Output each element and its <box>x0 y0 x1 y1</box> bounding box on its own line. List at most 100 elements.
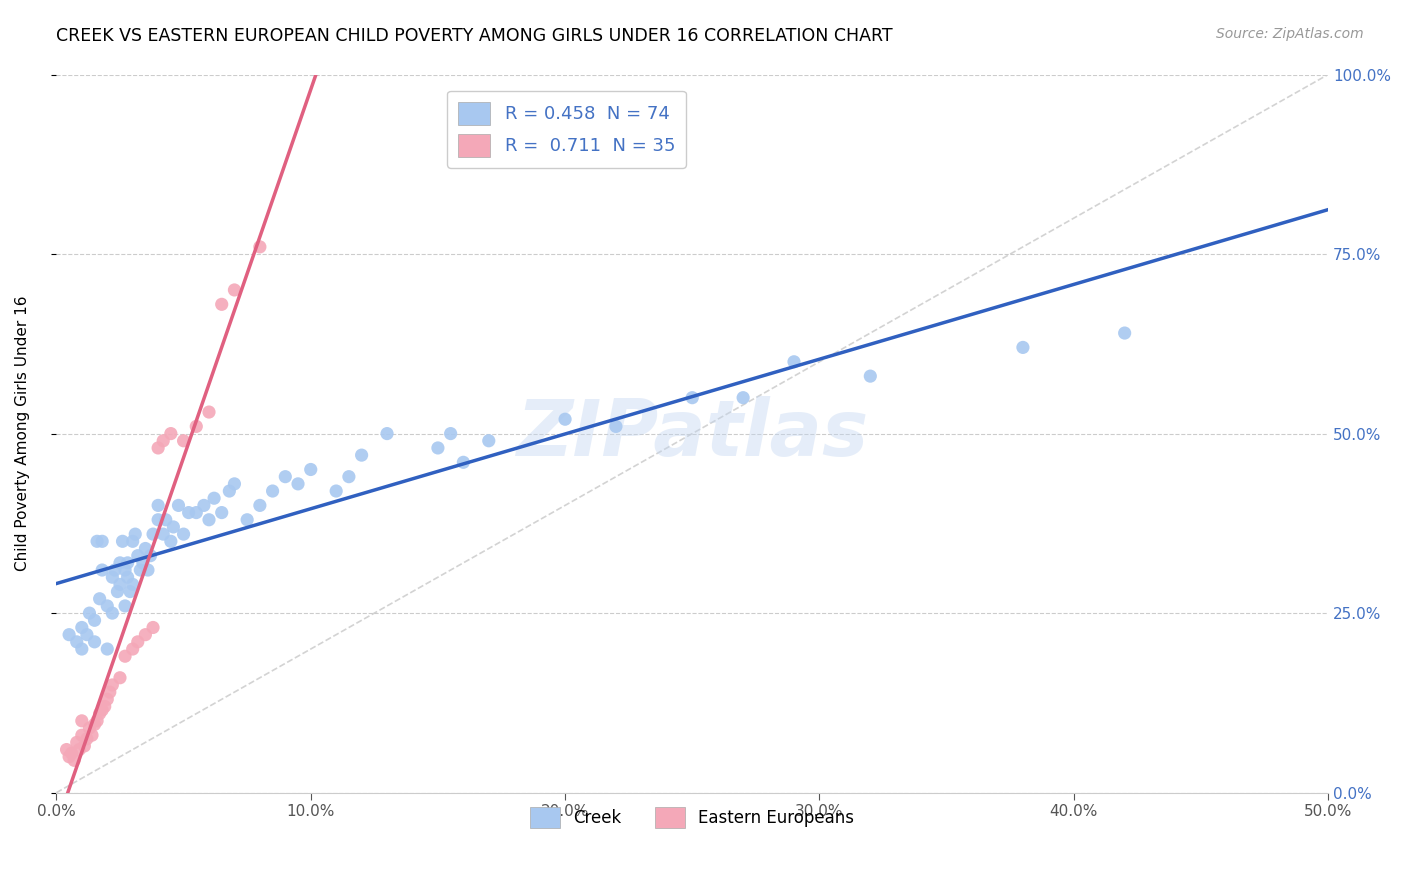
Point <box>605 419 627 434</box>
Point <box>152 527 174 541</box>
Point <box>152 434 174 448</box>
Point <box>111 534 134 549</box>
Point <box>73 739 96 753</box>
Point <box>108 556 131 570</box>
Point <box>224 283 246 297</box>
Point <box>198 513 221 527</box>
Point <box>554 412 576 426</box>
Point <box>142 620 165 634</box>
Point <box>155 513 177 527</box>
Point <box>101 570 124 584</box>
Text: ZIPatlas: ZIPatlas <box>516 395 869 472</box>
Point <box>426 441 449 455</box>
Legend: Creek, Eastern Europeans: Creek, Eastern Europeans <box>523 800 860 835</box>
Point <box>58 749 80 764</box>
Point <box>70 642 93 657</box>
Point <box>127 549 149 563</box>
Y-axis label: Child Poverty Among Girls Under 16: Child Poverty Among Girls Under 16 <box>15 296 30 572</box>
Point <box>236 513 259 527</box>
Point <box>93 699 115 714</box>
Point <box>733 391 755 405</box>
Point <box>681 391 703 405</box>
Point <box>121 577 143 591</box>
Point <box>96 642 118 657</box>
Point <box>129 563 152 577</box>
Point <box>162 520 184 534</box>
Point <box>114 563 136 577</box>
Point <box>146 499 169 513</box>
Point <box>91 534 114 549</box>
Point <box>453 455 475 469</box>
Point <box>173 434 195 448</box>
Text: CREEK VS EASTERN EUROPEAN CHILD POVERTY AMONG GIRLS UNDER 16 CORRELATION CHART: CREEK VS EASTERN EUROPEAN CHILD POVERTY … <box>56 27 893 45</box>
Point <box>218 483 240 498</box>
Point <box>202 491 225 506</box>
Point <box>139 549 162 563</box>
Point <box>58 628 80 642</box>
Point <box>70 620 93 634</box>
Point <box>83 613 105 627</box>
Point <box>198 405 221 419</box>
Point <box>859 369 882 384</box>
Point <box>440 426 463 441</box>
Point <box>86 714 108 728</box>
Point <box>66 635 89 649</box>
Point <box>167 499 190 513</box>
Point <box>107 584 129 599</box>
Point <box>79 606 101 620</box>
Point <box>262 483 284 498</box>
Point <box>89 591 111 606</box>
Point <box>108 671 131 685</box>
Point <box>101 678 124 692</box>
Point <box>55 742 77 756</box>
Point <box>67 742 90 756</box>
Point <box>132 556 155 570</box>
Point <box>89 706 111 721</box>
Point <box>83 717 105 731</box>
Point <box>76 731 98 746</box>
Point <box>478 434 501 448</box>
Point <box>211 297 233 311</box>
Point <box>274 469 297 483</box>
Point <box>177 506 200 520</box>
Point <box>193 499 215 513</box>
Point <box>783 355 806 369</box>
Point <box>101 606 124 620</box>
Point <box>76 628 98 642</box>
Point <box>142 527 165 541</box>
Point <box>70 714 93 728</box>
Point <box>173 527 195 541</box>
Point <box>134 628 156 642</box>
Point <box>160 534 183 549</box>
Point <box>146 441 169 455</box>
Point <box>1012 340 1035 354</box>
Point <box>86 534 108 549</box>
Point <box>146 513 169 527</box>
Point <box>63 753 86 767</box>
Point <box>127 635 149 649</box>
Point <box>104 563 127 577</box>
Point <box>70 728 93 742</box>
Point <box>121 534 143 549</box>
Point <box>1114 326 1136 340</box>
Point <box>120 584 142 599</box>
Point <box>375 426 398 441</box>
Point <box>134 541 156 556</box>
Point <box>91 563 114 577</box>
Point <box>117 556 139 570</box>
Point <box>60 746 83 760</box>
Point <box>79 721 101 735</box>
Point <box>108 577 131 591</box>
Point <box>186 419 208 434</box>
Point <box>91 703 114 717</box>
Point <box>80 728 103 742</box>
Text: Source: ZipAtlas.com: Source: ZipAtlas.com <box>1216 27 1364 41</box>
Point <box>160 426 183 441</box>
Point <box>114 599 136 613</box>
Point <box>350 448 373 462</box>
Point <box>287 476 309 491</box>
Point <box>186 506 208 520</box>
Point <box>96 599 118 613</box>
Point <box>124 527 146 541</box>
Point <box>83 635 105 649</box>
